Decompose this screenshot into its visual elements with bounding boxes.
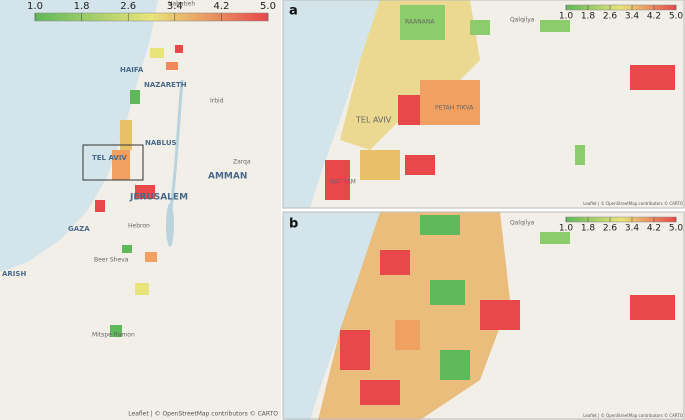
- place-label: PETAH TIKVA: [435, 105, 474, 112]
- colorbar-tick-label: 1.0: [559, 224, 574, 234]
- regions: [318, 212, 675, 420]
- place-label: Hebron: [128, 223, 150, 230]
- colorbar-tick-label: 1.8: [74, 1, 90, 12]
- place-label: AMMAN: [208, 172, 247, 182]
- place-label: Nabatieh: [168, 1, 195, 8]
- panel-b: Qalqilya Leaflet | © OpenStreetMap contr…: [283, 212, 685, 420]
- colorbar-tick-label: 3.4: [625, 224, 640, 234]
- place-label: Mitspe Ramon: [92, 332, 135, 339]
- panel-border: [282, 0, 685, 209]
- colorbar-tick-label: 5.0: [669, 12, 684, 22]
- place-label: NABLUS: [145, 139, 177, 147]
- overview-map: Nabatieh HAIFA NAZARETH Irbid NABLUS TEL…: [0, 0, 281, 420]
- regions: [325, 0, 675, 200]
- place-label: RAANANA: [405, 19, 435, 26]
- colorbar-tick-label: 3.4: [625, 12, 640, 22]
- place-label: TEL AVIV: [92, 154, 127, 162]
- place-label: Qalqilya: [510, 220, 535, 227]
- zoom-box: [82, 144, 144, 181]
- colorbar-tick-label: 4.2: [647, 12, 661, 22]
- place-label: HAIFA: [120, 66, 144, 74]
- colorbar-tick-label: 3.4: [167, 1, 183, 12]
- attribution: Leaflet | © OpenStreetMap contributors ©…: [583, 201, 683, 206]
- colorbar-tick-label: 2.6: [120, 1, 136, 12]
- dead-sea: [166, 203, 174, 247]
- river: [166, 79, 184, 241]
- place-label: Irbid: [210, 98, 224, 105]
- colorbar-tick-label: 4.2: [213, 1, 229, 12]
- panel-label: b: [289, 217, 298, 232]
- place-label: Beer Sheva: [94, 257, 129, 264]
- place-label: ARISH: [2, 270, 26, 278]
- colorbar-tick-label: 1.8: [581, 12, 596, 22]
- colorbar: [34, 12, 269, 22]
- place-label: TEL AVIV: [355, 116, 392, 125]
- panel-a: RAANANA PETAH TIKVA TEL AVIV Qalqilya BA…: [283, 0, 685, 208]
- colorbar-tick-label: 5.0: [260, 1, 276, 12]
- colorbar: [565, 216, 677, 223]
- panel-label: a: [289, 4, 298, 19]
- place-label: Zarqa: [233, 159, 251, 166]
- place-label: JERUSALEM: [129, 193, 188, 203]
- regions: [95, 45, 183, 337]
- place-label: Qalqilya: [510, 17, 535, 24]
- colorbar-tick-label: 2.6: [603, 224, 618, 234]
- place-label: GAZA: [68, 225, 90, 233]
- colorbar-tick-label: 2.6: [603, 12, 618, 22]
- place-label: NAZARETH: [144, 81, 187, 89]
- colorbar-tick-label: 1.0: [559, 12, 574, 22]
- panel-border: [282, 211, 685, 420]
- colorbar-tick-label: 1.0: [27, 1, 43, 12]
- place-label: BAT YAM: [330, 179, 356, 186]
- sea: [0, 0, 158, 272]
- colorbar-tick-label: 4.2: [647, 224, 661, 234]
- attribution: Leaflet | © OpenStreetMap contributors ©…: [128, 411, 278, 418]
- colorbar-tick-label: 1.8: [581, 224, 596, 234]
- colorbar-tick-label: 5.0: [669, 224, 684, 234]
- attribution: Leaflet | © OpenStreetMap contributors ©…: [583, 413, 683, 418]
- colorbar: [565, 4, 677, 11]
